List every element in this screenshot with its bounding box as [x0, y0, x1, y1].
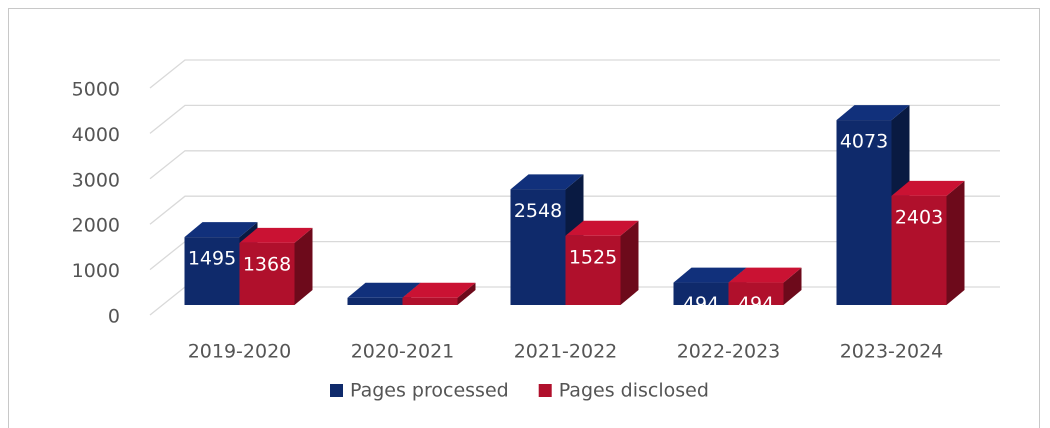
bar-side [946, 180, 965, 305]
bar-front [673, 282, 729, 305]
legend-label: Pages processed [350, 380, 509, 402]
bar-top [510, 174, 584, 190]
x-tick-label: 2020-2021 [351, 341, 455, 363]
bar-side [783, 267, 802, 305]
grid-line [149, 150, 1000, 180]
grid-line [149, 59, 1000, 89]
legend-label: Pages disclosed [559, 380, 709, 402]
bar-front [565, 235, 621, 305]
bar-front [836, 120, 892, 305]
legend-swatch [330, 384, 343, 397]
bar-front [402, 297, 458, 305]
bar-side [620, 220, 639, 305]
value-label: 494 [683, 293, 719, 315]
value-label: 4073 [840, 131, 888, 153]
bar [565, 220, 639, 305]
value-label: 1525 [569, 246, 617, 268]
y-tick-label: 5000 [72, 79, 120, 101]
grid-line [149, 104, 1000, 134]
bar [402, 282, 476, 305]
bar-top [565, 220, 639, 236]
y-tick-label: 3000 [72, 169, 120, 191]
bar-top [891, 180, 965, 196]
bar-front [728, 282, 784, 305]
bar-top [347, 282, 421, 298]
bar-top [239, 227, 313, 243]
bar-top [184, 222, 258, 238]
y-tick-label: 2000 [72, 215, 120, 237]
y-tick-label: 1000 [72, 260, 120, 282]
bar-top [402, 282, 476, 298]
value-label: 2548 [514, 200, 562, 222]
x-tick-label: 2023-2024 [840, 341, 944, 363]
x-tick-label: 2021-2022 [514, 341, 618, 363]
chart-border [8, 8, 1040, 428]
legend-swatch [538, 384, 552, 397]
bar-front [891, 195, 947, 305]
value-label: 159 [357, 308, 393, 330]
x-tick-label: 2019-2020 [188, 341, 292, 363]
bar [891, 180, 965, 305]
value-label: 494 [738, 293, 774, 315]
bar-front [239, 242, 295, 305]
bar-side [457, 282, 476, 305]
y-tick-label: 0 [108, 306, 120, 328]
bar-front [347, 297, 403, 305]
grid-line [149, 195, 1000, 225]
bar [239, 227, 313, 305]
x-tick-label: 2022-2023 [677, 341, 781, 363]
bar-top [673, 267, 747, 283]
bar-front [510, 189, 566, 305]
value-label: 2403 [895, 206, 943, 228]
value-label: 1368 [243, 253, 291, 275]
y-tick-label: 4000 [72, 124, 120, 146]
value-label: 1495 [188, 248, 236, 270]
bar [728, 267, 802, 305]
bar-side [294, 227, 313, 305]
bar-front [184, 237, 240, 305]
bar-top [728, 267, 802, 283]
bar-top [836, 105, 910, 121]
value-label: 159 [412, 308, 448, 330]
